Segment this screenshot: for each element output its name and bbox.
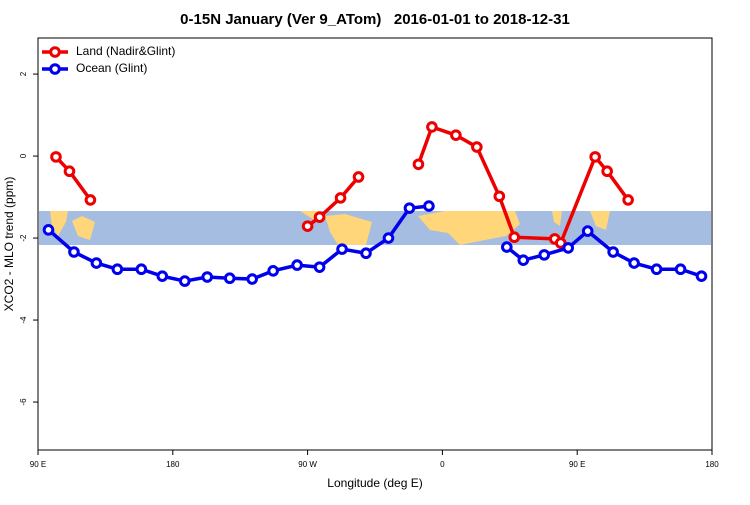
point [313, 211, 326, 223]
point [336, 243, 348, 255]
point [589, 151, 601, 163]
point [291, 259, 303, 271]
point [650, 263, 663, 276]
point [50, 151, 62, 163]
y-tick-label: -6 [19, 398, 28, 406]
point [508, 231, 521, 244]
legend-marker [49, 63, 61, 75]
point [426, 121, 438, 133]
point [156, 270, 169, 282]
point [412, 158, 425, 171]
point [63, 165, 76, 178]
point [601, 165, 613, 178]
map-band [39, 211, 711, 245]
x-tick-label: 90 E [569, 460, 585, 469]
point [313, 261, 326, 273]
point [352, 171, 365, 183]
point [628, 257, 640, 269]
point [84, 194, 97, 206]
point [334, 192, 347, 204]
point [471, 141, 483, 153]
point [501, 241, 513, 253]
point [554, 237, 567, 249]
legend-label: Land (Nadir&Glint) [76, 44, 175, 58]
point [562, 242, 575, 254]
point [178, 275, 191, 287]
point [450, 129, 462, 141]
x-axis-label: Longitude (deg E) [327, 476, 422, 490]
point [695, 270, 708, 282]
x-tick-label: 0 [440, 460, 445, 469]
point [111, 263, 124, 276]
y-tick-label: 0 [19, 153, 28, 158]
x-tick-label: 90 E [30, 460, 46, 469]
point [382, 232, 395, 244]
point [423, 200, 435, 212]
point [360, 247, 372, 260]
x-tick-label: 90 W [298, 460, 317, 469]
legend-marker [49, 46, 61, 58]
y-tick-label: -2 [19, 234, 28, 242]
point [90, 257, 103, 269]
y-axis-label: XCO2 - MLO trend (ppm) [2, 177, 16, 312]
point [517, 254, 530, 266]
y-tick-label: -4 [19, 316, 28, 324]
x-tick-label: 180 [166, 460, 180, 469]
plot-frame [37, 37, 713, 451]
point [42, 224, 55, 236]
point [135, 263, 148, 276]
point [538, 249, 551, 261]
point [246, 273, 258, 285]
point [267, 265, 279, 277]
point [622, 194, 634, 206]
point [403, 202, 416, 214]
legend-label: Ocean (Glint) [76, 61, 147, 75]
y-tick-label: 2 [19, 71, 28, 76]
point [201, 271, 214, 283]
x-tick-label: 180 [705, 460, 719, 469]
point [581, 225, 594, 237]
point [301, 220, 314, 232]
point [68, 246, 80, 258]
point [607, 246, 619, 258]
point [493, 190, 506, 203]
chart-title: 0-15N January (Ver 9_ATom) 2016-01-01 to… [180, 11, 570, 28]
point [223, 272, 236, 285]
point [674, 263, 687, 276]
